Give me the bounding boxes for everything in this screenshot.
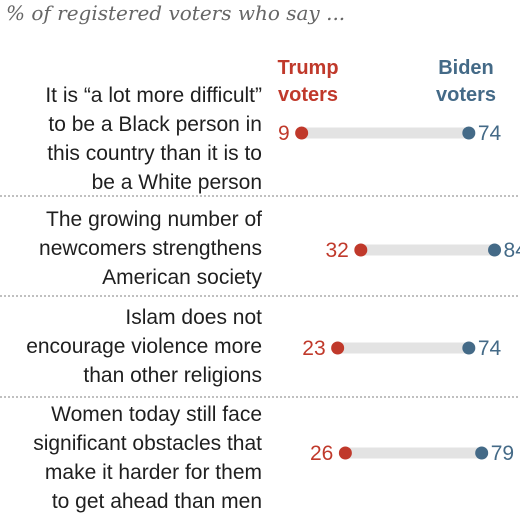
- row-label-2-line-3: American society: [102, 266, 262, 289]
- biden-value-3: 74: [478, 337, 502, 360]
- row-label-2-line-2: newcomers strengthens: [39, 237, 262, 260]
- row-label-1-line-3: this country than it is to: [47, 142, 262, 165]
- legend-biden-line1: Biden: [438, 57, 494, 79]
- row-label-2-line-1: The growing number of: [46, 208, 262, 231]
- chart-subtitle: % of registered voters who say ...: [6, 1, 346, 25]
- biden-value-4: 79: [491, 442, 514, 465]
- trump-dot-1: [295, 126, 309, 140]
- trump-dot-3: [331, 341, 345, 355]
- row-label-3-line-2: encourage violence more: [26, 335, 262, 358]
- row-label-3-line-3: than other religions: [83, 364, 262, 387]
- biden-dot-2: [488, 243, 502, 257]
- biden-dot-3: [462, 341, 476, 355]
- row-label-4-line-3: make it harder for them: [45, 461, 262, 484]
- trump-dot-4: [338, 446, 352, 460]
- trump-value-2: 32: [325, 239, 348, 262]
- row-label-1-line-2: to be a Black person in: [48, 113, 262, 136]
- trump-value-1: 9: [278, 122, 290, 145]
- biden-value-1: 74: [478, 122, 502, 145]
- trump-value-3: 23: [302, 337, 325, 360]
- biden-value-2: 84: [504, 239, 520, 262]
- row-label-1-line-4: be a White person: [92, 171, 262, 194]
- row-label-4-line-1: Women today still face: [51, 403, 262, 426]
- legend-trump-line1: Trump: [277, 57, 338, 79]
- row-label-3-line-1: Islam does not: [125, 306, 262, 329]
- legend-trump-line2: voters: [278, 84, 338, 106]
- biden-dot-1: [462, 126, 476, 140]
- row-label-4-line-2: significant obstacles that: [33, 432, 262, 455]
- legend-biden-line2: voters: [436, 84, 496, 106]
- trump-value-4: 26: [310, 442, 333, 465]
- row-label-1-line-1: It is “a lot more difficult”: [45, 84, 262, 107]
- biden-dot-4: [475, 446, 489, 460]
- trump-dot-2: [354, 243, 368, 257]
- row-label-4-line-4: to get ahead than men: [52, 490, 262, 513]
